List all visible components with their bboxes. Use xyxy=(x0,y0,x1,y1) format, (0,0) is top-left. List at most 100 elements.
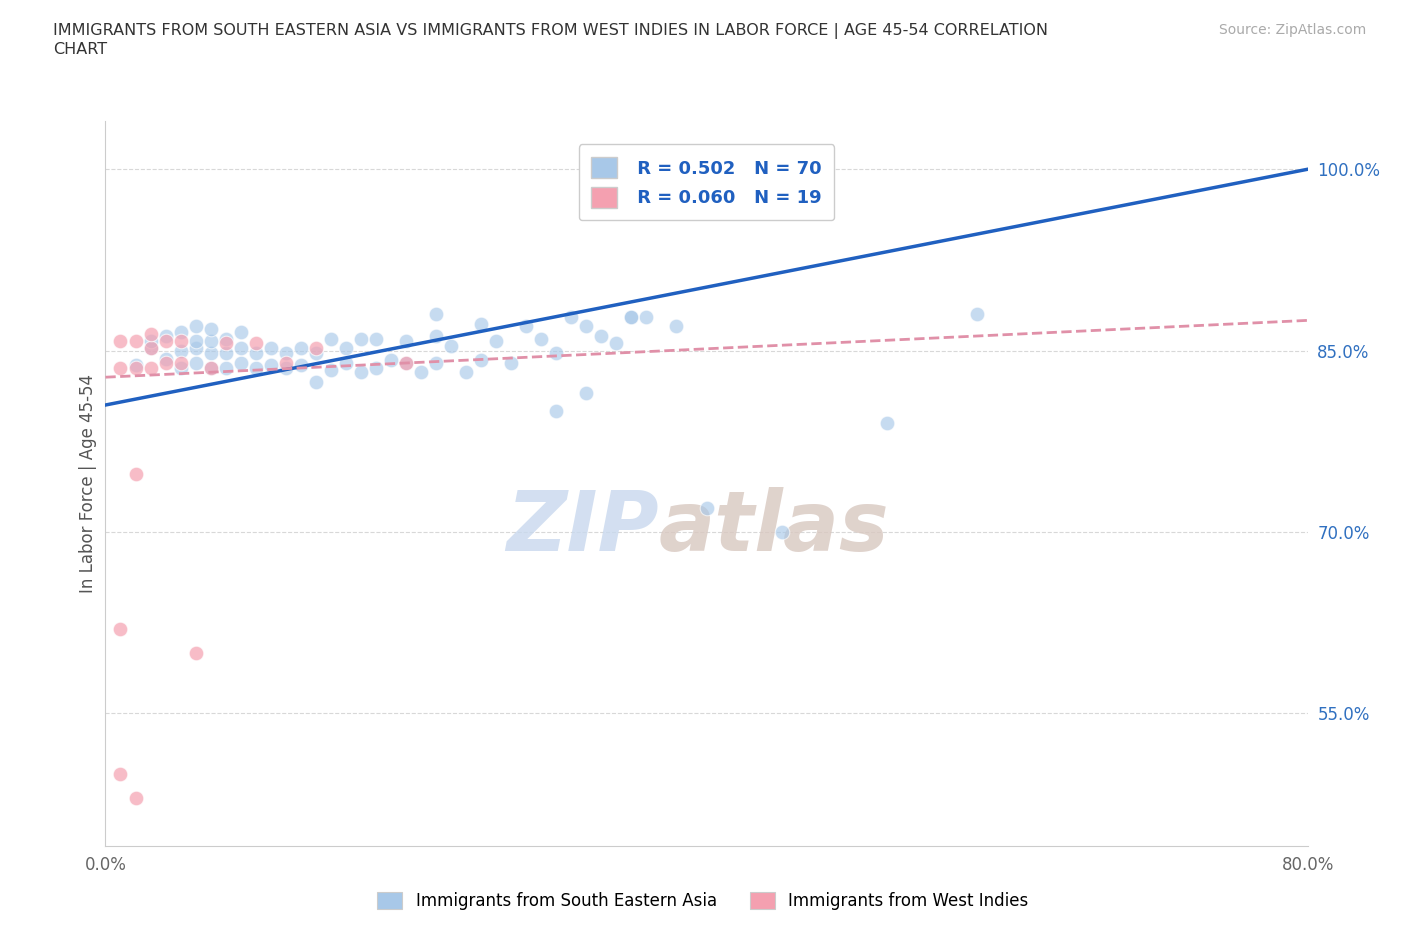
Point xyxy=(184,355,207,370)
Point xyxy=(274,346,297,361)
Point xyxy=(636,310,658,325)
Point xyxy=(395,334,418,349)
Point xyxy=(200,322,222,337)
Point xyxy=(395,355,418,370)
Point xyxy=(575,386,598,401)
Point xyxy=(305,375,328,390)
Point xyxy=(470,352,492,367)
Point xyxy=(124,334,146,349)
Point xyxy=(229,355,252,370)
Point xyxy=(620,310,643,325)
Point xyxy=(155,352,177,366)
Point xyxy=(335,355,357,370)
Point xyxy=(110,621,132,636)
Point xyxy=(364,360,387,375)
Point xyxy=(966,307,988,322)
Point xyxy=(515,319,537,334)
Point xyxy=(470,316,492,331)
Point xyxy=(155,328,177,343)
Point xyxy=(290,340,312,355)
Point xyxy=(696,500,718,515)
Point xyxy=(454,365,477,379)
Point xyxy=(395,355,418,370)
Point xyxy=(139,340,162,355)
Point xyxy=(425,328,447,343)
Point xyxy=(260,340,283,355)
Text: atlas: atlas xyxy=(658,486,889,567)
Point xyxy=(319,363,342,378)
Point xyxy=(200,360,222,375)
Point xyxy=(214,336,236,351)
Point xyxy=(110,334,132,349)
Point xyxy=(485,334,508,349)
Point xyxy=(319,331,342,346)
Point xyxy=(274,360,297,375)
Point xyxy=(425,307,447,322)
Point xyxy=(184,334,207,349)
Point xyxy=(245,336,267,351)
Point xyxy=(876,416,898,431)
Point xyxy=(350,331,373,346)
Point xyxy=(184,319,207,334)
Point xyxy=(364,331,387,346)
Point xyxy=(560,310,582,325)
Point xyxy=(184,645,207,660)
Point xyxy=(229,340,252,355)
Point xyxy=(274,355,297,370)
Point xyxy=(409,365,432,379)
Point xyxy=(546,404,568,418)
Point xyxy=(380,352,402,367)
Point xyxy=(260,358,283,373)
Point xyxy=(591,328,613,343)
Point xyxy=(530,331,553,346)
Point xyxy=(245,346,267,361)
Point xyxy=(169,355,191,370)
Point xyxy=(546,346,568,361)
Point xyxy=(575,319,598,334)
Point xyxy=(305,346,328,361)
Point xyxy=(245,360,267,375)
Point xyxy=(335,340,357,355)
Point xyxy=(214,346,236,361)
Legend:  R = 0.502   N = 70,  R = 0.060   N = 19: R = 0.502 N = 70, R = 0.060 N = 19 xyxy=(579,144,834,220)
Point xyxy=(350,365,373,379)
Y-axis label: In Labor Force | Age 45-54: In Labor Force | Age 45-54 xyxy=(79,374,97,593)
Point xyxy=(200,334,222,349)
Point xyxy=(169,360,191,375)
Text: IMMIGRANTS FROM SOUTH EASTERN ASIA VS IMMIGRANTS FROM WEST INDIES IN LABOR FORCE: IMMIGRANTS FROM SOUTH EASTERN ASIA VS IM… xyxy=(53,23,1049,39)
Point xyxy=(605,336,627,351)
Point xyxy=(200,346,222,361)
Point xyxy=(139,334,162,349)
Point xyxy=(214,331,236,346)
Point xyxy=(169,343,191,358)
Point xyxy=(290,358,312,373)
Point xyxy=(169,326,191,340)
Point xyxy=(200,360,222,375)
Point xyxy=(425,355,447,370)
Point xyxy=(139,326,162,341)
Point xyxy=(184,340,207,355)
Text: ZIP: ZIP xyxy=(506,486,658,567)
Point xyxy=(770,525,793,539)
Point xyxy=(124,358,146,373)
Legend: Immigrants from South Eastern Asia, Immigrants from West Indies: Immigrants from South Eastern Asia, Immi… xyxy=(371,885,1035,917)
Point xyxy=(155,334,177,349)
Point xyxy=(124,467,146,482)
Point xyxy=(124,360,146,375)
Point xyxy=(440,339,463,353)
Text: CHART: CHART xyxy=(53,42,107,57)
Point xyxy=(501,355,523,370)
Point xyxy=(214,360,236,375)
Point xyxy=(110,360,132,375)
Point xyxy=(124,790,146,805)
Point xyxy=(110,766,132,781)
Point xyxy=(229,326,252,340)
Point xyxy=(139,340,162,355)
Text: Source: ZipAtlas.com: Source: ZipAtlas.com xyxy=(1219,23,1367,37)
Point xyxy=(169,334,191,349)
Point xyxy=(155,355,177,370)
Point xyxy=(620,310,643,325)
Point xyxy=(139,360,162,375)
Point xyxy=(665,319,688,334)
Point xyxy=(305,340,328,355)
